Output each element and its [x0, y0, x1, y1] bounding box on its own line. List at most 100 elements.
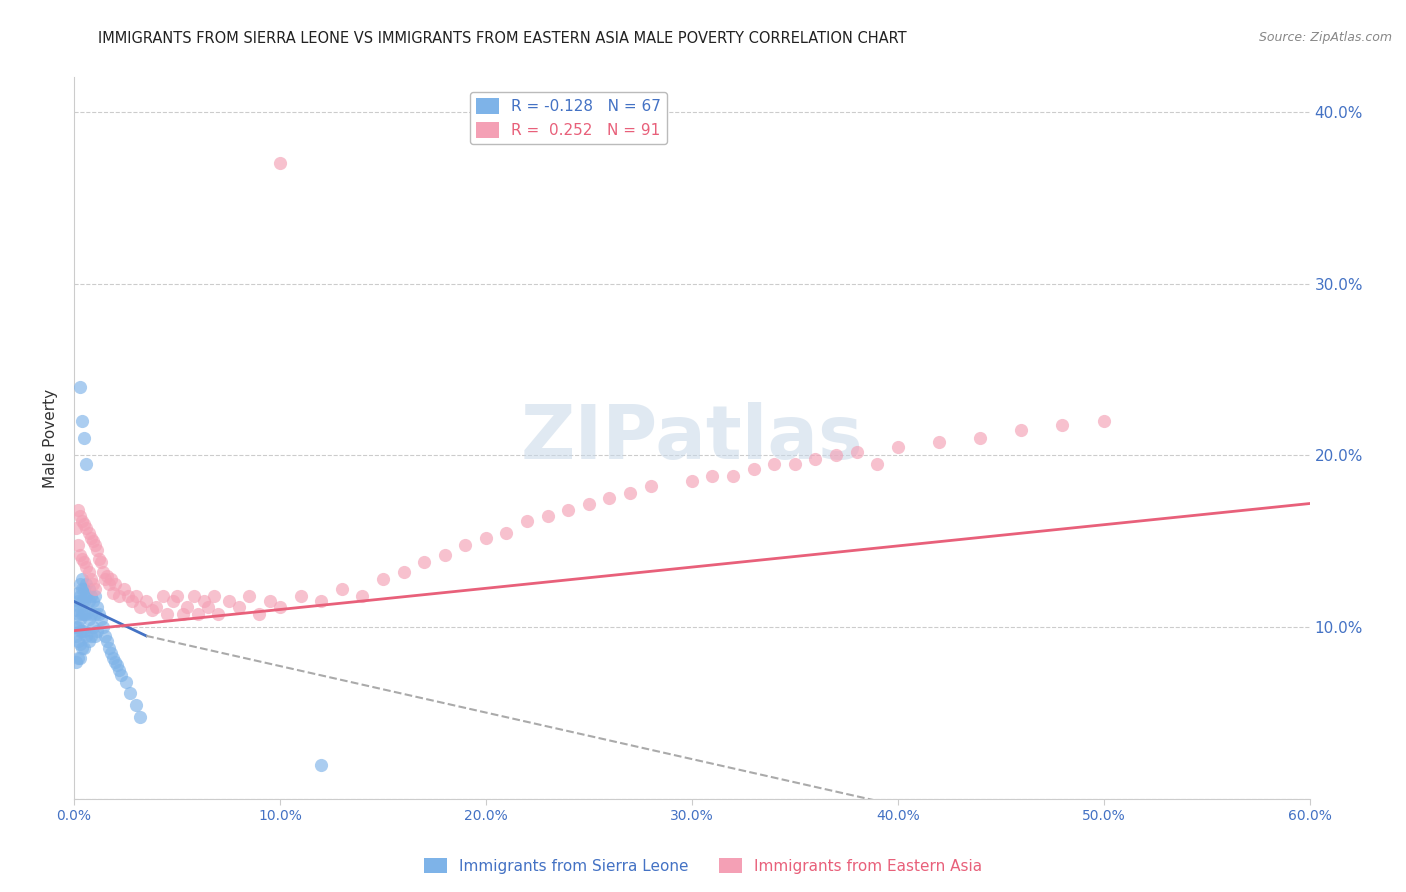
Point: [72, 414, 94, 428]
Point: [83, 538, 105, 552]
Point: [86, 599, 108, 614]
Point: [69, 637, 91, 651]
Point: [105, 658, 128, 673]
Point: [75, 560, 97, 574]
Point: [330, 582, 353, 597]
Legend: R = -0.128   N = 67, R =  0.252   N = 91: R = -0.128 N = 67, R = 0.252 N = 91: [470, 92, 666, 145]
Point: [969, 431, 991, 445]
Point: [67, 538, 90, 552]
Point: [79, 572, 101, 586]
Point: [83, 582, 105, 597]
Point: [309, 594, 332, 608]
Point: [475, 531, 498, 545]
Point: [79, 629, 101, 643]
Point: [67, 594, 90, 608]
Point: [269, 156, 291, 170]
Point: [73, 582, 96, 597]
Point: [65, 620, 87, 634]
Point: [183, 590, 205, 604]
Point: [866, 457, 889, 471]
Point: [176, 599, 198, 614]
Point: [537, 508, 560, 523]
Point: [69, 380, 91, 394]
Point: [193, 594, 215, 608]
Point: [72, 551, 94, 566]
Point: [77, 582, 100, 597]
Point: [73, 640, 96, 655]
Point: [1010, 423, 1032, 437]
Point: [69, 508, 91, 523]
Point: [87, 551, 110, 566]
Point: [65, 603, 87, 617]
Point: [454, 538, 477, 552]
Point: [98, 640, 121, 655]
Point: [125, 698, 148, 712]
Point: [100, 646, 122, 660]
Point: [94, 572, 117, 586]
Point: [1092, 414, 1115, 428]
Point: [152, 590, 174, 604]
Point: [67, 503, 90, 517]
Point: [86, 624, 108, 638]
Point: [75, 520, 97, 534]
Point: [104, 655, 127, 669]
Point: [578, 497, 600, 511]
Point: [433, 548, 456, 562]
Point: [117, 590, 139, 604]
Point: [98, 577, 121, 591]
Point: [83, 590, 105, 604]
Point: [67, 651, 90, 665]
Point: [65, 629, 87, 643]
Point: [125, 590, 148, 604]
Point: [77, 634, 100, 648]
Point: [886, 440, 908, 454]
Point: [162, 594, 184, 608]
Point: [269, 599, 291, 614]
Point: [69, 590, 91, 604]
Point: [702, 469, 724, 483]
Point: [202, 590, 225, 604]
Legend: Immigrants from Sierra Leone, Immigrants from Eastern Asia: Immigrants from Sierra Leone, Immigrants…: [418, 852, 988, 880]
Point: [371, 572, 394, 586]
Point: [783, 457, 806, 471]
Point: [77, 566, 100, 580]
Point: [87, 607, 110, 621]
Text: Source: ZipAtlas.com: Source: ZipAtlas.com: [1258, 31, 1392, 45]
Point: [1052, 417, 1074, 432]
Point: [72, 572, 94, 586]
Point: [108, 663, 131, 677]
Point: [73, 607, 96, 621]
Point: [73, 517, 96, 532]
Point: [187, 607, 209, 621]
Point: [91, 566, 114, 580]
Point: [82, 534, 104, 549]
Point: [238, 590, 260, 604]
Point: [108, 590, 131, 604]
Point: [112, 582, 135, 597]
Point: [72, 514, 94, 528]
Point: [72, 607, 94, 621]
Point: [197, 599, 219, 614]
Text: ZIPatlas: ZIPatlas: [520, 401, 863, 475]
Point: [845, 445, 868, 459]
Point: [79, 590, 101, 604]
Point: [77, 525, 100, 540]
Point: [309, 757, 332, 772]
Point: [103, 586, 125, 600]
Point: [413, 555, 436, 569]
Point: [69, 651, 91, 665]
Point: [65, 655, 87, 669]
Point: [392, 566, 415, 580]
Point: [82, 594, 104, 608]
Point: [82, 577, 104, 591]
Point: [72, 582, 94, 597]
Point: [207, 607, 229, 621]
Point: [104, 577, 127, 591]
Point: [67, 620, 90, 634]
Point: [75, 577, 97, 591]
Point: [352, 590, 374, 604]
Point: [166, 590, 188, 604]
Point: [156, 607, 179, 621]
Point: [218, 594, 240, 608]
Point: [69, 599, 91, 614]
